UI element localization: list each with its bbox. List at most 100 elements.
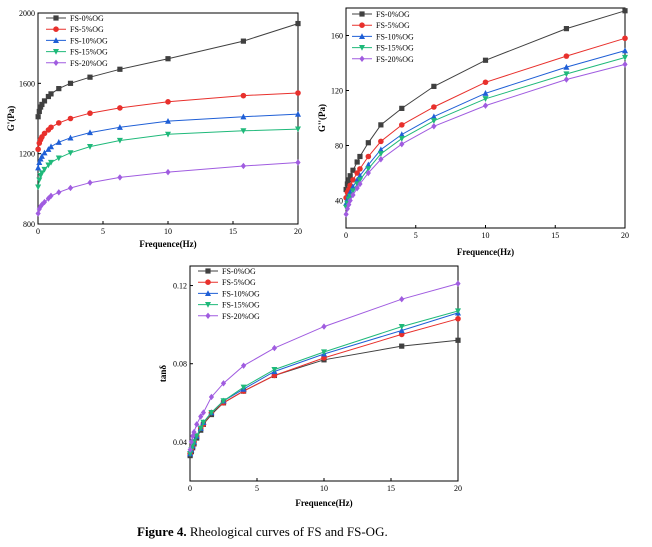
data-point <box>563 26 570 32</box>
data-point <box>198 413 204 420</box>
data-point <box>271 366 278 373</box>
data-point <box>482 57 489 63</box>
data-point <box>321 323 327 330</box>
legend-swatch-marker <box>53 49 59 55</box>
series-line <box>345 63 626 215</box>
data-point <box>240 128 247 135</box>
legend-entry: FS-0%OG <box>376 10 410 19</box>
x-tick-label: 10 <box>482 231 490 240</box>
data-point <box>622 54 628 61</box>
x-tick-label: 5 <box>101 227 105 236</box>
y-axis-label: tanδ <box>158 365 168 383</box>
data-point <box>38 153 45 159</box>
data-point <box>67 134 74 141</box>
series-line <box>189 318 459 454</box>
data-point <box>430 113 437 120</box>
x-axis-label: Frequence(Hz) <box>139 239 196 249</box>
data-point <box>377 146 384 153</box>
data-point <box>41 198 48 206</box>
data-point <box>344 181 350 187</box>
data-point <box>208 409 215 416</box>
x-tick-label: 15 <box>229 227 237 236</box>
legend: FS-0%OG FS-5%OG FS-10%OG FS-15%OG FS-20%OG <box>352 10 414 64</box>
data-point <box>165 117 171 124</box>
data-point <box>36 159 43 166</box>
legend-swatch-marker <box>53 15 59 21</box>
data-point <box>240 162 246 170</box>
data-point <box>356 177 363 184</box>
data-point <box>193 433 200 440</box>
data-point <box>241 362 247 369</box>
data-point <box>220 398 227 405</box>
data-point <box>38 203 44 210</box>
data-point <box>365 153 372 160</box>
data-point <box>344 205 350 212</box>
x-tick-label: 20 <box>454 484 462 493</box>
data-point <box>35 146 41 153</box>
data-point <box>87 129 93 136</box>
data-point <box>399 296 405 303</box>
data-point <box>399 122 405 128</box>
legend-swatch-marker <box>205 290 211 296</box>
data-point <box>41 130 48 137</box>
data-point <box>200 409 206 416</box>
data-point <box>87 179 93 186</box>
legend-swatch-marker <box>205 302 211 308</box>
series-line <box>189 310 459 454</box>
data-point <box>399 343 405 349</box>
legend-entry: FS-10%OG <box>70 36 108 45</box>
data-point <box>208 393 215 401</box>
data-point <box>41 98 48 104</box>
x-tick-label: 20 <box>294 227 302 236</box>
data-point <box>117 66 123 72</box>
x-tick-label: 5 <box>414 231 418 240</box>
series-FS-0%OG <box>35 20 301 120</box>
data-point <box>563 76 570 83</box>
legend-swatch-marker <box>205 279 211 286</box>
data-point <box>117 105 123 111</box>
data-point <box>48 143 54 150</box>
x-tick-label: 5 <box>255 484 259 493</box>
series-FS-15%OG <box>35 126 301 191</box>
data-point <box>455 337 461 343</box>
x-axis-label: Frequence(Hz) <box>457 247 514 257</box>
series-FS-20%OG <box>187 280 461 453</box>
data-point <box>622 47 628 54</box>
legend-entry: FS-10%OG <box>376 32 414 41</box>
data-point <box>482 96 489 102</box>
data-point <box>240 113 247 120</box>
data-point <box>398 327 405 334</box>
legend-swatch-marker <box>205 268 211 274</box>
y-tick-label: 160 <box>331 32 343 41</box>
series-line <box>345 50 626 204</box>
y-axis-label: G''(Pa) <box>317 104 327 132</box>
data-point <box>87 144 93 150</box>
legend-entry: FS-10%OG <box>222 289 260 298</box>
data-point <box>350 191 356 199</box>
data-point <box>48 192 54 200</box>
data-point <box>36 177 43 184</box>
data-point <box>563 63 570 70</box>
data-point <box>354 184 360 192</box>
data-point <box>482 102 489 109</box>
data-point <box>343 211 349 218</box>
data-point <box>431 83 437 89</box>
series-FS-20%OG <box>343 61 628 218</box>
legend-entry: FS-5%OG <box>376 21 410 30</box>
data-point <box>346 201 352 208</box>
y-tick-label: 0.04 <box>173 438 187 447</box>
y-tick-label: 80 <box>335 142 343 151</box>
data-point <box>35 114 41 120</box>
data-point <box>45 93 51 100</box>
y-tick-label: 800 <box>23 220 35 229</box>
data-point <box>35 184 42 191</box>
data-point <box>455 315 461 322</box>
data-point <box>55 139 62 145</box>
data-point <box>220 380 227 387</box>
data-point <box>365 166 372 173</box>
data-point <box>398 136 405 142</box>
data-point <box>48 159 54 166</box>
legend-entry: FS-20%OG <box>222 312 260 321</box>
data-point <box>431 104 437 110</box>
data-point <box>482 90 489 96</box>
